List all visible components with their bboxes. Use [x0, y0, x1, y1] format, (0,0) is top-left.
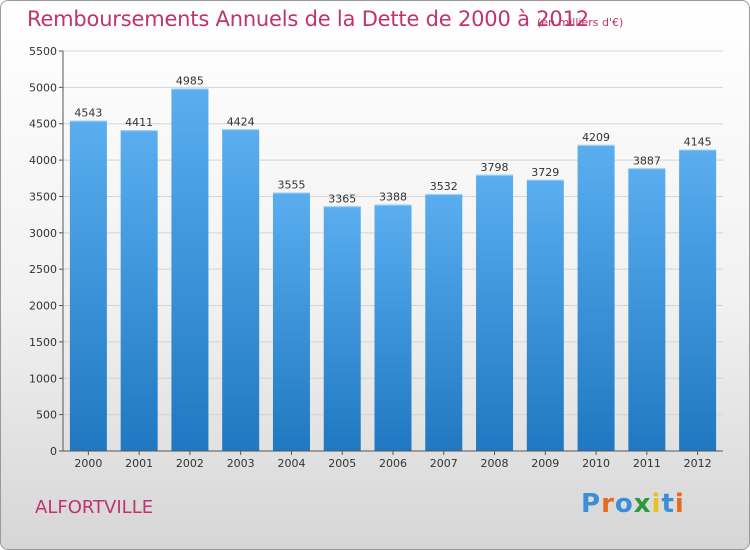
value-label: 4145 [684, 136, 712, 149]
logo-letter: o [614, 489, 634, 519]
bar-2003 [222, 129, 260, 451]
y-tick-label: 0 [50, 445, 57, 458]
y-tick-label: 5000 [29, 81, 57, 94]
value-label: 4424 [227, 115, 255, 128]
y-tick-label: 1500 [29, 336, 57, 349]
bar-2010 [577, 144, 615, 451]
y-tick-label: 1000 [29, 372, 57, 385]
value-label: 4543 [74, 107, 102, 120]
bar-2007 [425, 194, 463, 452]
value-label: 3532 [430, 180, 458, 193]
bar-2002 [171, 88, 209, 452]
logo-letter: t [661, 489, 675, 519]
logo-letter: r [601, 489, 615, 519]
logo-letter: i [651, 489, 662, 519]
value-label: 3887 [633, 154, 661, 167]
value-label: 3365 [328, 192, 356, 205]
y-tick-label: 5500 [29, 45, 57, 58]
value-label: 4209 [582, 131, 610, 144]
x-tick-label: 2011 [633, 457, 661, 470]
bar-2012 [679, 149, 717, 451]
x-tick-label: 2004 [277, 457, 305, 470]
x-tick-label: 2000 [74, 457, 102, 470]
x-tick-label: 2010 [582, 457, 610, 470]
x-tick-label: 2005 [328, 457, 356, 470]
value-label: 3388 [379, 191, 407, 204]
proxiti-logo: Proxiti [581, 489, 685, 519]
logo-letter: x [633, 489, 652, 519]
x-tick-label: 2007 [430, 457, 458, 470]
value-label: 4411 [125, 116, 153, 129]
chart-subtitle: (en milliers d'€) [537, 16, 624, 29]
x-tick-label: 2003 [227, 457, 255, 470]
data-labels: 4543 4411 4985 4424 3555 3365 3388 3532 3798 3729… [74, 74, 711, 205]
logo-letter: i [674, 489, 685, 519]
value-label: 3798 [481, 161, 509, 174]
bars [69, 88, 717, 452]
bar-2000 [69, 120, 107, 451]
bar-2006 [374, 204, 412, 451]
bar-2009 [526, 179, 564, 452]
chart-title: Remboursements Annuels de la Dette de 20… [27, 7, 589, 31]
x-tick-label: 2008 [481, 457, 509, 470]
x-tick-label: 2006 [379, 457, 407, 470]
y-tick-label: 500 [36, 409, 57, 422]
x-tick-label: 2002 [176, 457, 204, 470]
bar-2001 [120, 130, 158, 451]
y-tick-label: 2000 [29, 300, 57, 313]
bar-2008 [476, 174, 514, 452]
y-tick-label: 4500 [29, 118, 57, 131]
bar-2005 [323, 206, 361, 451]
value-label: 3555 [277, 178, 305, 191]
bar-2004 [272, 192, 310, 452]
logo-letter: P [581, 489, 602, 519]
value-label: 3729 [531, 166, 559, 179]
y-tick-label: 3000 [29, 227, 57, 240]
city-name: ALFORTVILLE [35, 497, 154, 518]
bar-2011 [628, 168, 666, 452]
y-tick-label: 2500 [29, 263, 57, 276]
y-tick-label: 3500 [29, 190, 57, 203]
x-tick-label: 2012 [684, 457, 712, 470]
value-label: 4985 [176, 74, 204, 87]
x-tick-label: 2001 [125, 457, 153, 470]
y-tick-label: 4000 [29, 154, 57, 167]
axes: 0 500 1000 1500 2000 2500 3000 3500 4000 4500 5000… [29, 45, 723, 470]
x-tick-label: 2009 [531, 457, 559, 470]
